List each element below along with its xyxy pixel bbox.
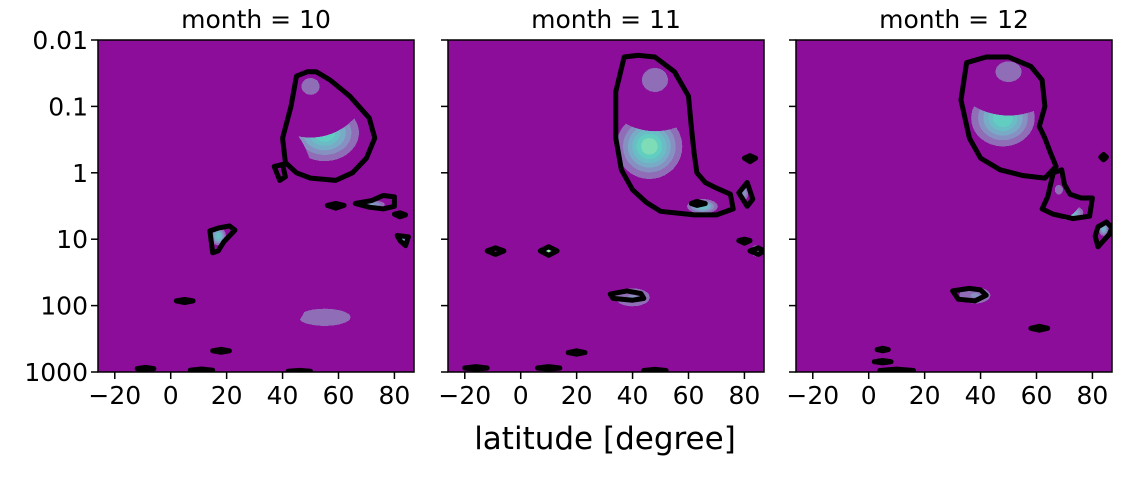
- plot-frame: [97, 39, 415, 373]
- y-tick-label: 0.01: [32, 26, 88, 55]
- field-blob: [536, 239, 561, 263]
- contour-line: [537, 244, 560, 258]
- field-blob: [571, 265, 695, 330]
- contour-line: [741, 153, 759, 165]
- filled-contours: [796, 40, 1112, 372]
- x-tick-label: 60: [673, 381, 705, 410]
- x-tick-label: 0: [163, 381, 179, 410]
- x-tick-label: 80: [729, 381, 761, 410]
- plot-frame: [447, 39, 765, 373]
- x-tick-label: −20: [88, 381, 141, 410]
- contour-line: [688, 198, 708, 208]
- y-tick-label: 100: [40, 292, 88, 321]
- field-blob: [213, 280, 414, 354]
- x-tick-label: −20: [786, 381, 839, 410]
- field-blob: [255, 40, 366, 138]
- contour-line: [565, 348, 588, 357]
- y-tick-label: 0.1: [48, 92, 88, 121]
- panel-title: month = 11: [531, 5, 681, 34]
- contour-line: [958, 54, 1059, 181]
- contour-line: [207, 223, 238, 256]
- x-tick-label: 20: [211, 381, 243, 410]
- contour-line: [736, 180, 756, 209]
- contour-line: [173, 297, 196, 306]
- contour-line: [1039, 167, 1095, 222]
- contour-line: [613, 52, 736, 218]
- contour-line: [394, 233, 411, 249]
- field-blob: [599, 40, 711, 132]
- contour-line: [324, 201, 347, 211]
- contour-line: [535, 364, 563, 372]
- x-tick-label: 0: [861, 381, 877, 410]
- x-tick-label: −20: [438, 381, 491, 410]
- contour-line: [1098, 152, 1109, 163]
- x-tick-label: 20: [909, 381, 941, 410]
- panel-1: month = 10 −20 0 20 40 60 80 0.01 0.1 1 10 100 1000: [24, 5, 415, 410]
- contour-line: [1092, 219, 1112, 250]
- contour-line: [736, 236, 753, 246]
- contour-line: [210, 346, 232, 355]
- contour-line: [391, 210, 409, 220]
- contour-line: [352, 193, 397, 212]
- contour-line: [747, 245, 764, 257]
- contour-line: [462, 364, 490, 372]
- field-blob: [390, 224, 414, 254]
- x-tick-label: 60: [1021, 381, 1053, 410]
- contour-line: [134, 364, 157, 372]
- filled-contours: [448, 40, 764, 372]
- contour-line: [874, 345, 891, 354]
- contour-line: [607, 288, 647, 303]
- x-tick-label: 40: [617, 381, 649, 410]
- contour-line: [484, 245, 507, 257]
- contour-line: [950, 285, 989, 304]
- plot-frame: [795, 39, 1113, 373]
- y-tick-label: 10: [56, 225, 88, 254]
- contour-line: [187, 366, 216, 372]
- field-blob: [919, 266, 1031, 325]
- contour-lines: [462, 52, 764, 372]
- panel-3: month = 12 −20 0 20 40 60 80: [786, 5, 1113, 410]
- contour-line: [271, 162, 288, 183]
- contour-line: [280, 69, 378, 183]
- panel-2: month = 11 −20 0 20 40 60 80: [438, 5, 765, 410]
- x-tick-label: 60: [323, 381, 355, 410]
- contour-line: [1028, 323, 1051, 333]
- x-tick-label: 20: [561, 381, 593, 410]
- x-tick-label: 80: [379, 381, 411, 410]
- y-tick-label: 1000: [24, 358, 88, 387]
- x-tick-label: 0: [513, 381, 529, 410]
- contour-lines: [871, 54, 1112, 372]
- x-tick-label: 40: [267, 381, 299, 410]
- contour-line: [871, 358, 894, 366]
- x-axis-label: latitude [degree]: [474, 421, 736, 457]
- field-blob: [953, 40, 1064, 116]
- x-tick-label: 80: [1077, 381, 1109, 410]
- panel-title: month = 10: [181, 5, 331, 34]
- panel-title: month = 12: [879, 5, 1029, 34]
- filled-contours: [98, 40, 414, 372]
- y-tick-label: 1: [72, 159, 88, 188]
- x-tick-label: 40: [965, 381, 997, 410]
- field-blob: [245, 126, 320, 332]
